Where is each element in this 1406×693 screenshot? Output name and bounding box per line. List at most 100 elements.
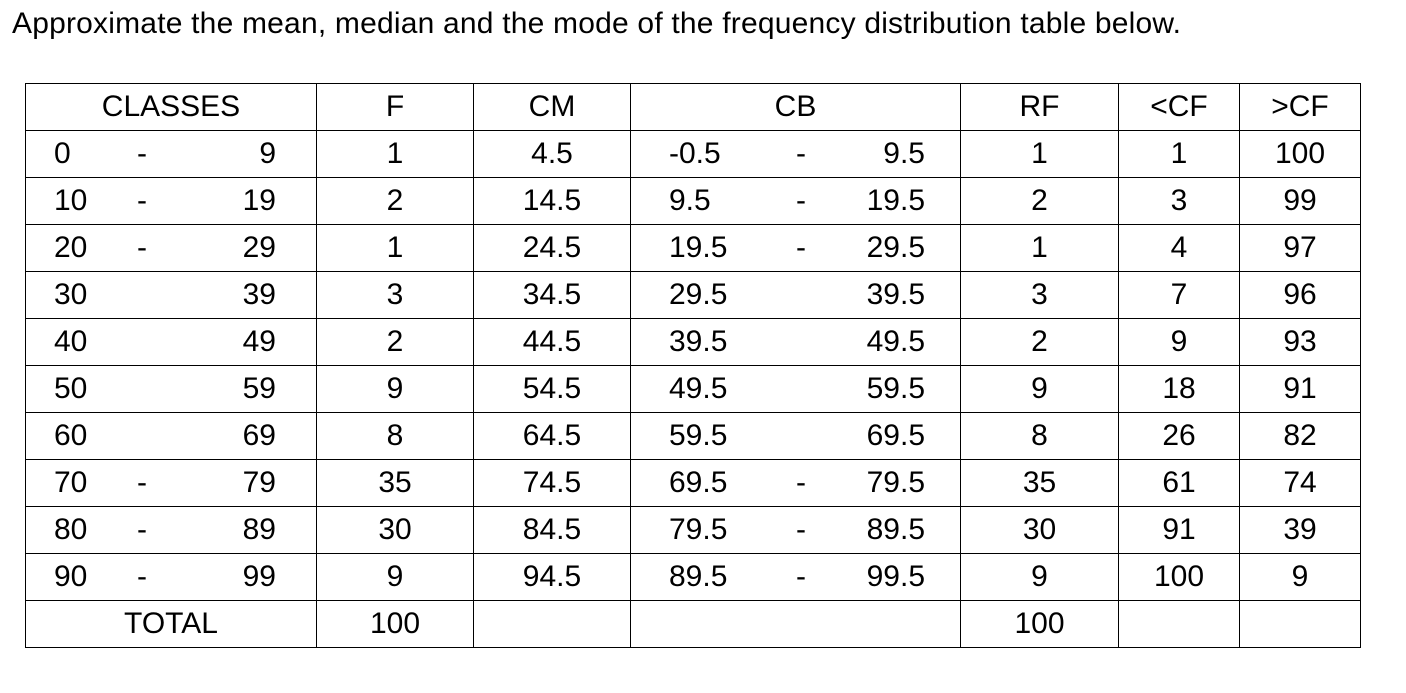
boundary-upper: 39.5 [866, 278, 925, 311]
boundary-upper: 69.5 [866, 419, 925, 452]
less-than-cf-cell: 1 [1118, 130, 1240, 178]
class-interval-cell: 90 - 99 [25, 553, 317, 601]
class-lower-limit: 0 [54, 137, 71, 170]
boundary-upper: 49.5 [866, 325, 925, 358]
question-text: Approximate the mean, median and the mod… [12, 7, 1182, 40]
relative-frequency-cell: 9 [960, 365, 1119, 413]
class-interval-cell: 60 69 [25, 412, 317, 460]
boundary-separator: - [796, 560, 806, 593]
relative-frequency-cell: 2 [960, 318, 1119, 366]
boundary-separator: - [796, 137, 806, 170]
class-mark-cell: 94.5 [473, 553, 631, 601]
relative-frequency-cell: 3 [960, 271, 1119, 319]
boundary-separator: - [796, 513, 806, 546]
boundary-lower: 79.5 [669, 513, 728, 546]
class-upper-limit: 79 [242, 466, 276, 499]
table-row: 40 49 2 44.5 39.5 49.5 2 9 93 [25, 318, 1361, 366]
class-boundary-cell: -0.5 - 9.5 [630, 130, 961, 178]
class-boundary-cell: 59.5 69.5 [630, 412, 961, 460]
total-greater-than-cf [1239, 600, 1361, 648]
class-boundary-cell: 69.5 - 79.5 [630, 459, 961, 507]
boundary-upper: 29.5 [866, 231, 925, 264]
class-mark-cell: 44.5 [473, 318, 631, 366]
frequency-cell: 2 [316, 318, 474, 366]
frequency-cell: 30 [316, 506, 474, 554]
boundary-lower: 59.5 [669, 419, 728, 452]
frequency-cell: 1 [316, 130, 474, 178]
greater-than-cf-cell: 100 [1239, 130, 1361, 178]
less-than-cf-cell: 61 [1118, 459, 1240, 507]
boundary-upper: 59.5 [866, 372, 925, 405]
class-mark-cell: 4.5 [473, 130, 631, 178]
total-class-mark [473, 600, 631, 648]
less-than-cf-cell: 100 [1118, 553, 1240, 601]
boundary-separator: - [796, 184, 806, 217]
frequency-cell: 1 [316, 224, 474, 272]
relative-frequency-cell: 1 [960, 130, 1119, 178]
greater-than-cf-cell: 93 [1239, 318, 1361, 366]
class-separator: - [137, 137, 147, 170]
table-row: 70-79 35 74.5 69.5-79.5 35 61 74 [25, 459, 1361, 507]
boundary-upper: 9.5 [883, 137, 925, 170]
relative-frequency-cell: 1 [960, 224, 1119, 272]
class-mark-cell: 64.5 [473, 412, 631, 460]
class-upper-limit: 9 [259, 137, 276, 170]
class-upper-limit: 49 [242, 325, 276, 358]
total-relative-frequency: 100 [960, 600, 1119, 648]
total-frequency: 100 [316, 600, 474, 648]
frequency-cell: 9 [316, 553, 474, 601]
class-mark-cell: 74.5 [473, 459, 631, 507]
header-row: CLASSES F CM CB RF <CF >CF [25, 83, 1361, 131]
class-interval-cell: 10 - 19 [25, 177, 317, 225]
class-interval-cell: 40 49 [25, 318, 317, 366]
table-row: 20-29 1 24.5 19.5-29.5 1 4 97 [25, 224, 1361, 272]
boundary-lower: 39.5 [669, 325, 728, 358]
header-greater-than-cf: >CF [1239, 83, 1361, 131]
boundary-separator: - [796, 231, 806, 264]
greater-than-cf-cell: 99 [1239, 177, 1361, 225]
class-separator: - [137, 466, 147, 499]
greater-than-cf-cell: 74 [1239, 459, 1361, 507]
class-mark-cell: 34.5 [473, 271, 631, 319]
class-lower-limit: 40 [54, 325, 88, 358]
relative-frequency-cell: 35 [960, 459, 1119, 507]
class-interval-cell: 30 39 [25, 271, 317, 319]
less-than-cf-cell: 26 [1118, 412, 1240, 460]
frequency-cell: 8 [316, 412, 474, 460]
class-upper-limit: 99 [242, 560, 276, 593]
relative-frequency-cell: 8 [960, 412, 1119, 460]
total-less-than-cf [1118, 600, 1240, 648]
class-lower-limit: 20 [54, 231, 88, 264]
table-row: 10-19 2 14.5 9.5-19.5 2 3 99 [25, 177, 1361, 225]
class-separator: - [137, 231, 147, 264]
class-boundary-cell: 89.5 - 99.5 [630, 553, 961, 601]
boundary-lower: 49.5 [669, 372, 728, 405]
class-lower-limit: 60 [54, 419, 88, 452]
class-interval-cell: 0 - 9 [25, 130, 317, 178]
less-than-cf-cell: 4 [1118, 224, 1240, 272]
class-interval-cell: 80 - 89 [25, 506, 317, 554]
class-upper-limit: 59 [242, 372, 276, 405]
relative-frequency-cell: 9 [960, 553, 1119, 601]
table-row: 80-89 30 84.5 79.5-89.5 30 91 39 [25, 506, 1361, 554]
class-mark-cell: 54.5 [473, 365, 631, 413]
total-class-boundary [630, 600, 961, 648]
relative-frequency-cell: 30 [960, 506, 1119, 554]
class-boundary-cell: 39.5 49.5 [630, 318, 961, 366]
boundary-upper: 19.5 [866, 184, 925, 217]
class-upper-limit: 39 [242, 278, 276, 311]
greater-than-cf-cell: 91 [1239, 365, 1361, 413]
boundary-lower: 29.5 [669, 278, 728, 311]
class-interval-cell: 50 59 [25, 365, 317, 413]
boundary-lower: 69.5 [669, 466, 728, 499]
class-upper-limit: 29 [242, 231, 276, 264]
frequency-cell: 3 [316, 271, 474, 319]
less-than-cf-cell: 18 [1118, 365, 1240, 413]
greater-than-cf-cell: 97 [1239, 224, 1361, 272]
class-upper-limit: 19 [242, 184, 276, 217]
frequency-cell: 9 [316, 365, 474, 413]
class-lower-limit: 90 [54, 560, 88, 593]
header-less-than-cf: <CF [1118, 83, 1240, 131]
header-rf: RF [960, 83, 1119, 131]
header-cm: CM [473, 83, 631, 131]
